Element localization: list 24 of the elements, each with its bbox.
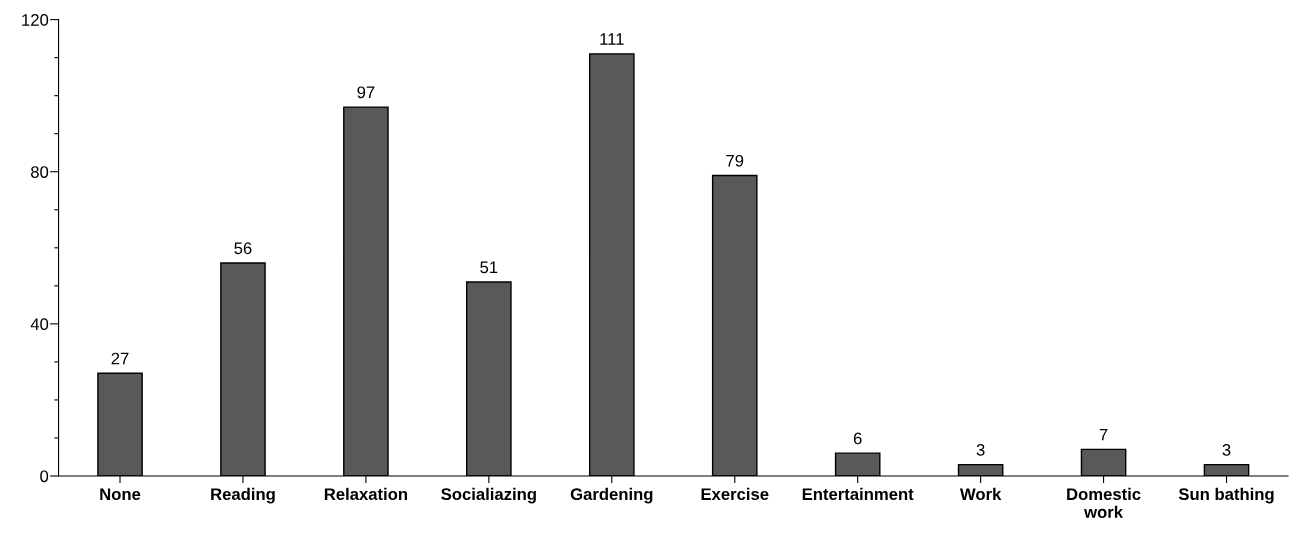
x-tick-label: Exercise	[701, 487, 769, 501]
data-label: 56	[234, 242, 252, 255]
x-tick-label: Relaxation	[324, 487, 408, 501]
x-tick-label: Socialiazing	[441, 487, 536, 504]
data-label: 7	[1099, 428, 1108, 441]
x-tick-label: Work	[959, 487, 1002, 501]
data-label: 3	[976, 443, 985, 456]
data-label: 97	[357, 86, 375, 99]
data-label: 111	[600, 33, 624, 45]
x-tick-label: Domestic work	[1067, 487, 1141, 518]
x-tick-label: Entertainment	[802, 487, 914, 501]
data-label: 51	[480, 261, 498, 274]
x-tick-label: Sun bathing	[1178, 487, 1274, 504]
y-tick-label: 0	[40, 470, 49, 483]
x-tick-label: Reading	[211, 487, 275, 504]
x-tick-label: None	[100, 488, 141, 501]
y-tick-label: 80	[31, 166, 49, 178]
data-label: 27	[111, 352, 129, 365]
y-tick-label: 40	[30, 318, 49, 331]
data-label: 3	[1222, 443, 1231, 456]
x-tick-label: Gardening	[570, 487, 653, 504]
data-label: 6	[853, 432, 862, 445]
y-tick-label: 120	[22, 14, 49, 26]
data-label: 79	[726, 154, 744, 167]
